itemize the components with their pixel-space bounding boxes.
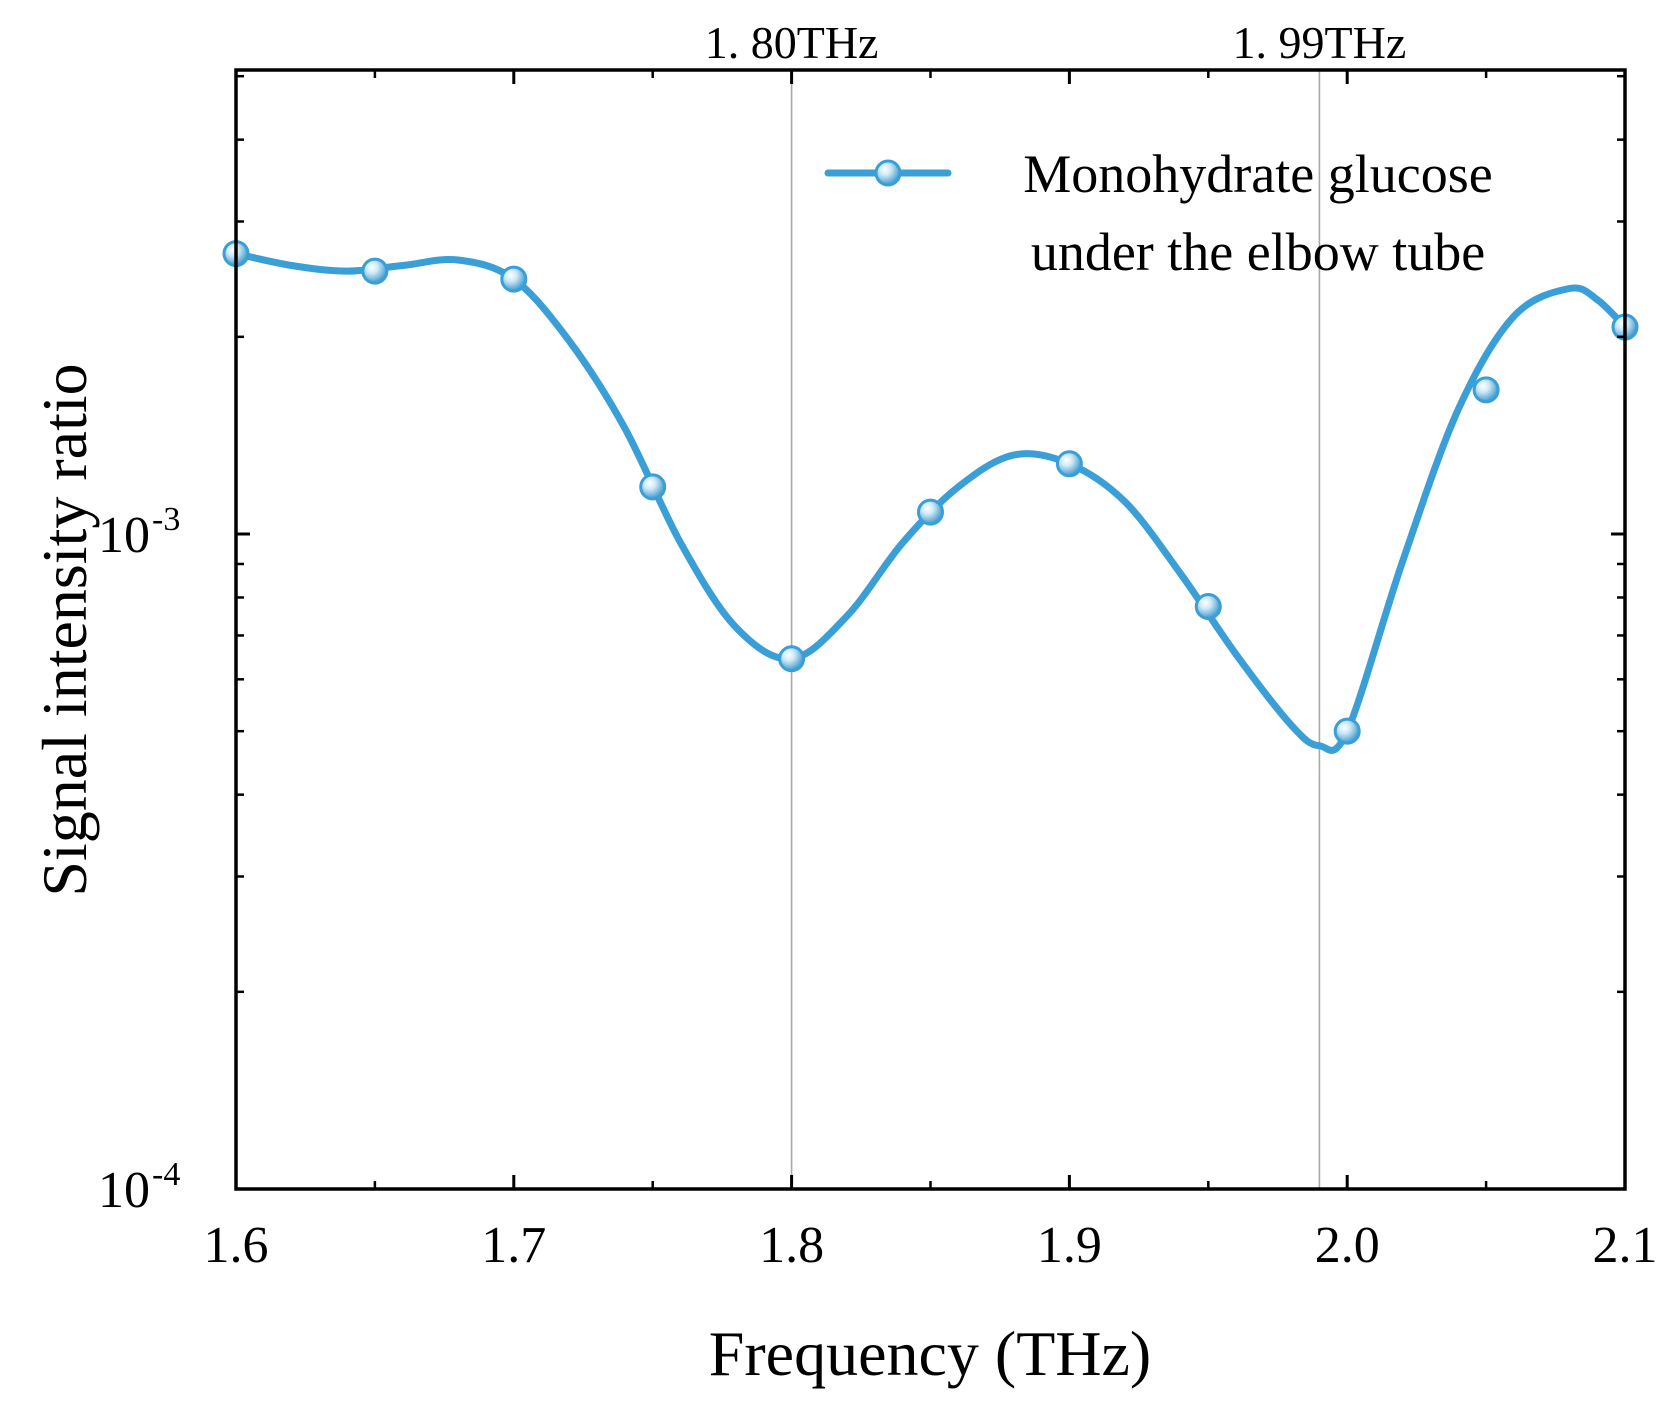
data-point-marker [500, 265, 528, 293]
y-tick-label: 10 [98, 507, 150, 564]
x-tick-label: 2.0 [1315, 1217, 1380, 1274]
data-point-marker [361, 257, 389, 285]
x-tick-label: 1.6 [204, 1217, 269, 1274]
legend-label-line-1: Monohydrate glucose [1023, 144, 1492, 204]
data-point-marker [639, 473, 667, 501]
data-point-marker [1194, 593, 1222, 621]
series-layer [222, 240, 1639, 754]
data-point-marker [778, 645, 806, 673]
y-tick-label-exponent: -3 [152, 501, 180, 538]
x-tick-label: 1.7 [481, 1217, 546, 1274]
annotation-lines [790, 70, 1321, 1189]
legend-marker-sample [874, 159, 902, 187]
annotation-labels: 1. 80THz 1. 99THz [705, 17, 1407, 68]
legend: Monohydrate glucose under the elbow tube [824, 144, 1493, 282]
legend-label-line-2: under the elbow tube [1031, 222, 1485, 282]
data-point-marker [1333, 717, 1361, 745]
annotation-label-1: 1. 80THz [705, 17, 879, 68]
y-axis-ticks [236, 74, 1625, 1191]
data-point-marker [1472, 376, 1500, 404]
x-tick-label: 1.9 [1037, 1217, 1102, 1274]
y-tick-label-exponent: -4 [152, 1156, 180, 1193]
x-axis-tick-labels: 1.6 1.7 1.8 1.9 2.0 2.1 [204, 1217, 1658, 1274]
x-axis-title: Frequency (THz) [709, 1318, 1151, 1389]
y-axis-tick-labels: 10-410-3 [98, 501, 180, 1219]
annotation-label-2: 1. 99THz [1233, 17, 1407, 68]
y-axis-title: Signal intensity ratio [29, 363, 100, 896]
data-point-marker [1055, 450, 1083, 478]
x-tick-label: 2.1 [1593, 1217, 1658, 1274]
x-tick-label: 1.8 [759, 1217, 824, 1274]
data-point-marker [917, 498, 944, 526]
y-tick-label: 10 [98, 1162, 150, 1219]
